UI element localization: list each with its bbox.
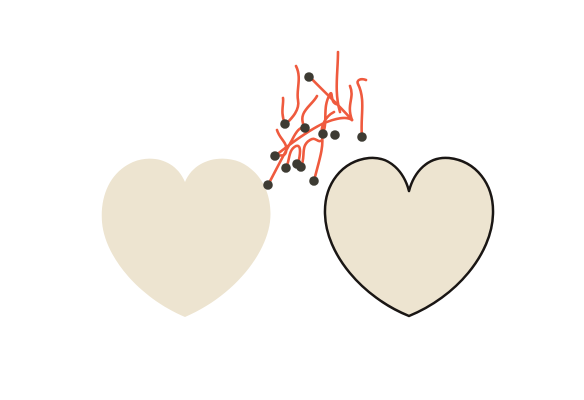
- left-heart-piece[interactable]: [101, 158, 271, 317]
- scribble-dot: [296, 162, 306, 172]
- scribble-stroke: [356, 77, 368, 138]
- scribble-dot: [357, 132, 367, 142]
- scribble-dots: [263, 72, 367, 190]
- scribble-dot: [318, 129, 328, 139]
- scribble-stroke: [284, 144, 302, 170]
- scribble-dot: [281, 163, 291, 173]
- scribble-dot: [300, 123, 310, 133]
- scribble-dot: [309, 176, 319, 186]
- scribble-dot: [280, 119, 290, 129]
- heart-outline-icon[interactable]: [323, 156, 495, 318]
- right-heart-piece[interactable]: [323, 156, 495, 318]
- scribble-dot: [304, 72, 314, 82]
- scribble-stroke: [312, 110, 336, 183]
- scribble-dot: [270, 151, 280, 161]
- scribble-stroke: [284, 64, 301, 126]
- scribble-stroke: [301, 94, 319, 130]
- scribble-cluster: [263, 50, 368, 190]
- scribble-dot: [330, 130, 340, 140]
- scribble-stroke: [348, 84, 354, 122]
- scribble-stroke: [299, 137, 324, 169]
- scribble-dot: [263, 180, 273, 190]
- heart-icon[interactable]: [101, 158, 271, 317]
